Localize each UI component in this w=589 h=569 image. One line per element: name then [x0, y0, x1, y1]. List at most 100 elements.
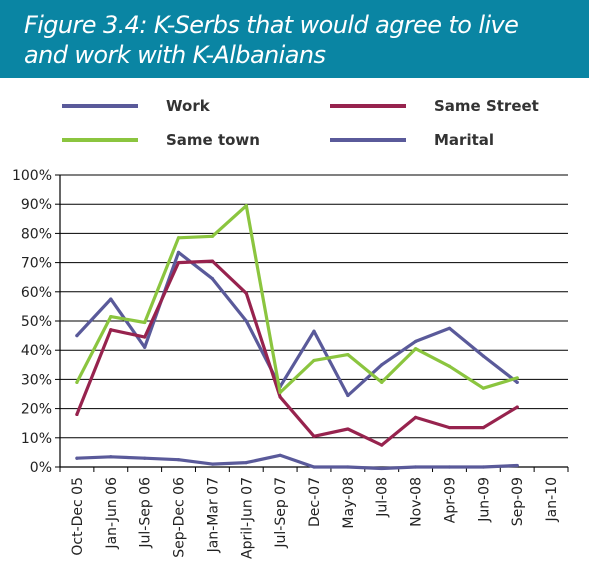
figure-title-line-1: Figure 3.4: K-Serbs that would agree to … [24, 11, 519, 39]
x-tick-label: Jan-Jun 06 [104, 477, 120, 550]
data-point-work [210, 277, 214, 281]
data-point-same-street [346, 427, 350, 431]
data-point-work [380, 363, 384, 367]
data-point-work [75, 334, 79, 338]
x-tick-label: Nov-08 [409, 477, 425, 527]
data-point-work [244, 319, 248, 323]
data-point-marital [481, 465, 485, 469]
data-point-marital [244, 461, 248, 465]
data-point-same-town [278, 390, 282, 395]
series-lines [75, 204, 519, 471]
y-tick-label: 60% [21, 285, 52, 301]
x-tick-label: Apr-09 [442, 477, 458, 523]
data-point-same-town [75, 380, 79, 384]
data-point-marital [109, 455, 113, 459]
x-tick-label: Jan-Mar 07 [205, 477, 221, 553]
data-point-marital [278, 453, 282, 457]
data-point-same-street [143, 335, 147, 339]
data-point-work [447, 326, 452, 330]
data-point-same-street [481, 425, 485, 430]
x-tick-label: Jul-Sep 06 [138, 477, 154, 549]
y-tick-label: 10% [21, 431, 52, 447]
x-axis-tick-labels: Oct-Dec 05 Jan-Jun 06 Jul-Sep 06 Sep-Dec 06… [70, 477, 560, 559]
figure-title-banner: Figure 3.4: K-Serbs that would agree to … [0, 0, 589, 78]
legend-label-work: Work [166, 97, 211, 115]
data-point-marital [414, 465, 418, 469]
data-point-marital [447, 465, 452, 469]
series-line-work [75, 250, 519, 398]
y-tick-label: 80% [21, 226, 52, 242]
y-tick-label: 100% [12, 168, 52, 184]
x-tick-label: May-08 [341, 477, 357, 529]
x-tick-label: Jul-08 [375, 477, 391, 518]
data-point-same-street [75, 412, 79, 417]
data-point-work [346, 393, 350, 398]
series-marital [75, 453, 519, 471]
data-point-same-street [515, 405, 519, 409]
data-point-same-town [346, 352, 350, 357]
data-point-same-town [210, 234, 214, 238]
data-point-same-street [380, 443, 384, 447]
legend-label-same-town: Same town [166, 131, 260, 149]
data-point-same-town [176, 236, 181, 240]
data-point-same-town [312, 358, 316, 363]
data-point-same-town [481, 386, 485, 390]
data-point-work [481, 354, 485, 358]
y-tick-label: 20% [21, 402, 52, 418]
data-point-same-street [312, 434, 316, 438]
legend: Work Same Street Same town Marital [62, 97, 539, 149]
x-tick-label: April-Jun 07 [239, 477, 255, 559]
data-point-same-street [414, 415, 418, 419]
legend-label-same-street: Same Street [434, 97, 539, 115]
data-point-work [109, 297, 113, 301]
x-tick-label: Oct-Dec 05 [70, 477, 86, 556]
series-line-same-town [75, 204, 519, 395]
data-point-marital [312, 465, 316, 469]
data-point-same-street [244, 291, 248, 295]
y-tick-label: 50% [21, 314, 52, 330]
y-tick-label: 30% [21, 372, 52, 388]
y-axis-tick-labels: 0% 10% 20% 30% 40% 50% 60% 70% 80% 90% 100% [12, 168, 52, 476]
data-point-work [176, 250, 181, 254]
y-tick-label: 40% [21, 343, 52, 359]
data-point-same-town [143, 320, 147, 325]
data-point-same-town [515, 376, 519, 380]
axes [59, 175, 569, 472]
data-point-same-street [447, 425, 452, 430]
figure-title-line-2: and work with K-Albanians [24, 41, 326, 69]
y-tick-label: 90% [21, 197, 52, 213]
x-tick-label: Jan-10 [544, 477, 560, 522]
series-same-street [75, 259, 519, 447]
x-tick-label: Sep-09 [510, 477, 526, 526]
data-point-work [414, 339, 418, 344]
legend-label-marital: Marital [434, 131, 494, 149]
series-line-marital [75, 453, 519, 471]
series-line-same-street [75, 259, 519, 447]
data-point-same-street [109, 328, 113, 332]
gridlines [55, 174, 568, 468]
data-point-marital [210, 462, 214, 466]
data-point-marital [515, 463, 519, 468]
x-tick-label: Jun-09 [476, 477, 492, 523]
data-point-same-town [414, 347, 418, 351]
data-point-same-town [244, 204, 248, 208]
data-point-marital [380, 466, 384, 471]
series-work [75, 250, 519, 398]
data-point-work [143, 345, 147, 349]
data-point-same-town [447, 364, 452, 368]
y-tick-label: 0% [30, 460, 52, 476]
data-point-same-street [278, 395, 282, 399]
y-tick-label: 70% [21, 256, 52, 272]
x-tick-label: Jul-Sep 07 [273, 477, 289, 549]
data-point-work [312, 329, 316, 333]
data-point-same-street [210, 259, 214, 263]
data-point-marital [346, 465, 350, 469]
data-point-same-street [176, 261, 181, 265]
data-point-same-town [380, 380, 384, 384]
data-point-marital [75, 456, 79, 460]
x-tick-label: Dec-07 [307, 477, 323, 527]
series-same-town [75, 204, 519, 395]
data-point-same-town [109, 315, 113, 319]
data-point-marital [143, 456, 147, 460]
